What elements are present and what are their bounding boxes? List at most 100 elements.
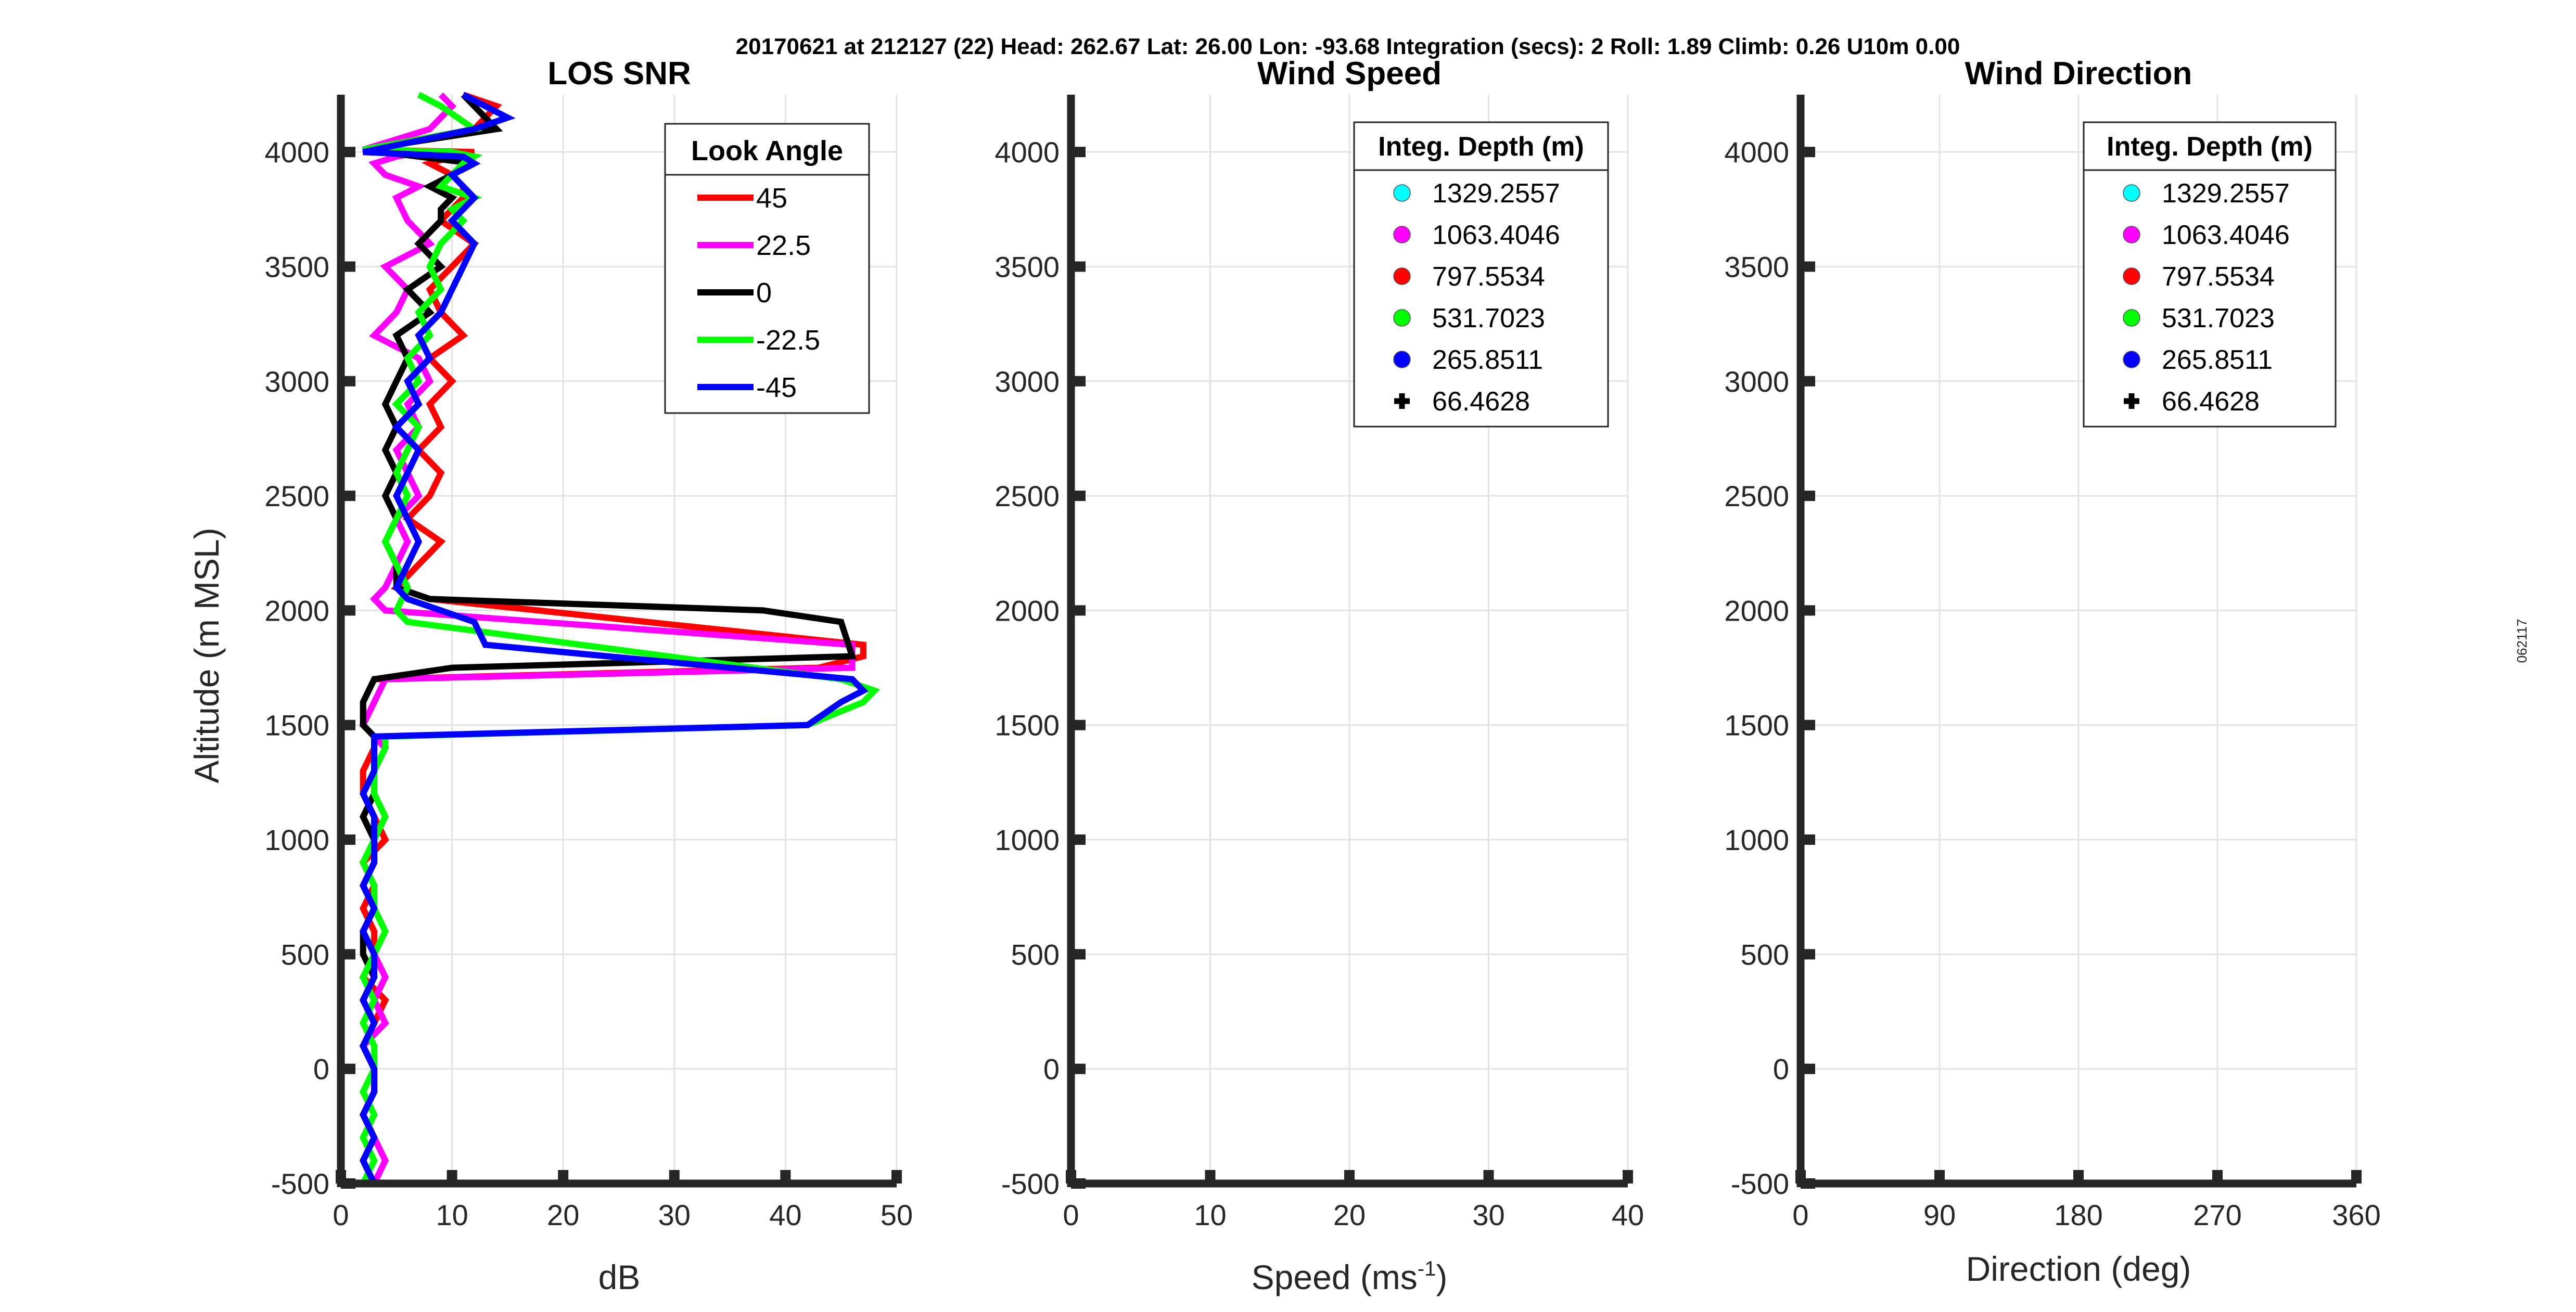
- y-tick-mark: [1801, 491, 1815, 501]
- x-tick-mark: [891, 1170, 902, 1184]
- x-tick-label: 20: [1333, 1199, 1366, 1231]
- legend-marker-circle: [1393, 267, 1411, 285]
- y-tick-label: 4000: [1724, 136, 1789, 169]
- legend-label: 265.8511: [1432, 345, 1543, 375]
- x-tick-label: 0: [333, 1199, 349, 1231]
- y-tick-mark: [1801, 719, 1815, 730]
- y-tick-mark: [341, 834, 355, 845]
- legend-marker-circle: [2123, 351, 2140, 368]
- los-snr-axes-frame: [337, 95, 897, 1188]
- y-tick-mark: [1071, 605, 1086, 616]
- y-tick-mark: [341, 376, 355, 387]
- y-tick-label: 500: [1011, 938, 1060, 971]
- x-tick-mark: [2351, 1170, 2362, 1184]
- los-snr-panel: LOS SNR 0 10 20 30 40 50-50005001000150020002…: [187, 56, 913, 1296]
- y-tick-mark: [341, 491, 355, 501]
- y-tick-mark: [1071, 834, 1086, 845]
- y-tick-label: 4000: [994, 136, 1060, 169]
- x-tick-mark: [558, 1170, 569, 1184]
- y-tick-label: 1500: [264, 709, 329, 742]
- x-tick-label: 180: [2054, 1199, 2102, 1231]
- y-tick-mark: [1071, 719, 1086, 730]
- wind-speed-x-label-superscript: -1: [1418, 1257, 1436, 1280]
- wind-direction-legend: Integ. Depth (m) 1329.2557 1063.4046 797.55…: [2083, 121, 2337, 428]
- x-tick-mark: [780, 1170, 791, 1184]
- legend-marker-circle: [1393, 351, 1411, 368]
- y-tick-mark: [341, 605, 355, 616]
- los-snr-y-axis-label: Altitude (m MSL): [187, 528, 226, 783]
- y-tick-label: 3000: [1724, 365, 1789, 398]
- wind-speed-x-label-end: ): [1436, 1258, 1447, 1296]
- legend-label: 265.8511: [2162, 345, 2273, 375]
- legend-label: 531.7023: [1432, 303, 1545, 333]
- wind-speed-x-label-main: Speed (ms: [1252, 1258, 1418, 1296]
- y-tick-label: 1000: [264, 824, 329, 856]
- x-tick-label: 30: [658, 1199, 691, 1231]
- legend-label: 1329.2557: [2162, 178, 2290, 209]
- y-tick-mark: [1071, 147, 1086, 158]
- x-tick-mark: [1623, 1170, 1633, 1184]
- legend-label: 0: [756, 277, 772, 308]
- x-tick-label: 360: [2332, 1199, 2380, 1231]
- legend-marker-plus: [2124, 393, 2139, 409]
- y-tick-label: 1000: [1724, 824, 1789, 856]
- y-tick-label: 3500: [1724, 250, 1789, 283]
- y-tick-label: 3000: [264, 365, 329, 398]
- x-tick-mark: [447, 1170, 457, 1184]
- y-tick-label: 3000: [994, 365, 1060, 398]
- x-tick-label: 10: [1194, 1199, 1226, 1231]
- legend-marker-circle: [2123, 184, 2140, 202]
- legend-label: 22.5: [756, 230, 811, 261]
- los-snr-title: LOS SNR: [547, 56, 691, 92]
- y-tick-mark: [1801, 834, 1815, 845]
- legend-label: -45: [756, 372, 797, 403]
- wind-speed-x-axis-label: Speed (ms-1): [1252, 1257, 1448, 1296]
- legend-marker-circle: [2123, 226, 2140, 243]
- legend-label: 531.7023: [2162, 303, 2275, 333]
- y-tick-label: -500: [1731, 1167, 1789, 1200]
- y-tick-mark: [341, 949, 355, 960]
- y-tick-label: 1500: [1724, 709, 1789, 742]
- x-tick-label: 270: [2193, 1199, 2241, 1231]
- wind-speed-legend: Integ. Depth (m) 1329.2557 1063.4046 797.55…: [1353, 121, 1609, 428]
- y-tick-label: 2000: [264, 594, 329, 627]
- wind-direction-x-axis-label: Direction (deg): [1966, 1250, 2191, 1288]
- y-tick-label: -500: [271, 1167, 329, 1200]
- y-tick-label: 4000: [264, 136, 329, 169]
- x-tick-label: 40: [1612, 1199, 1644, 1231]
- legend-marker-circle: [2123, 267, 2140, 285]
- wind-speed-ticks: 0 10 20 30 40-500050010001500200025003000350…: [994, 136, 1644, 1231]
- y-tick-mark: [1801, 1063, 1815, 1074]
- wind-direction-title: Wind Direction: [1965, 56, 2192, 92]
- y-tick-mark: [1071, 376, 1086, 387]
- y-tick-label: -500: [1001, 1167, 1060, 1200]
- x-tick-mark: [1205, 1170, 1216, 1184]
- side-label: 062117: [2514, 619, 2530, 663]
- x-tick-mark: [2073, 1170, 2084, 1184]
- y-tick-label: 0: [1773, 1053, 1789, 1086]
- x-tick-label: 50: [881, 1199, 913, 1231]
- x-tick-mark: [669, 1170, 680, 1184]
- y-tick-mark: [1071, 491, 1086, 501]
- figure-suptitle: 20170621 at 212127 (22) Head: 262.67 Lat…: [736, 34, 1960, 59]
- legend-box: [664, 123, 870, 414]
- y-tick-mark: [341, 1063, 355, 1074]
- x-tick-mark: [2212, 1170, 2223, 1184]
- y-tick-mark: [1801, 1178, 1815, 1189]
- y-tick-mark: [1801, 261, 1815, 272]
- wind-direction-panel: Wind Direction 0 90 180 270 360-500050010001…: [1724, 56, 2380, 1288]
- wind-speed-title: Wind Speed: [1257, 56, 1442, 92]
- y-tick-mark: [1071, 261, 1086, 272]
- y-tick-mark: [1801, 949, 1815, 960]
- legend-title: Look Angle: [691, 135, 843, 166]
- y-tick-label: 3500: [264, 250, 329, 283]
- x-tick-label: 20: [547, 1199, 579, 1231]
- x-tick-label: 90: [1923, 1199, 1956, 1231]
- y-tick-label: 2000: [1724, 594, 1789, 627]
- legend-marker-circle: [1393, 309, 1411, 327]
- los-snr-plot-area: [359, 92, 881, 1185]
- y-tick-mark: [1801, 605, 1815, 616]
- x-tick-label: 10: [436, 1199, 468, 1231]
- x-tick-label: 0: [1063, 1199, 1079, 1231]
- legend-label: 797.5534: [1432, 262, 1545, 292]
